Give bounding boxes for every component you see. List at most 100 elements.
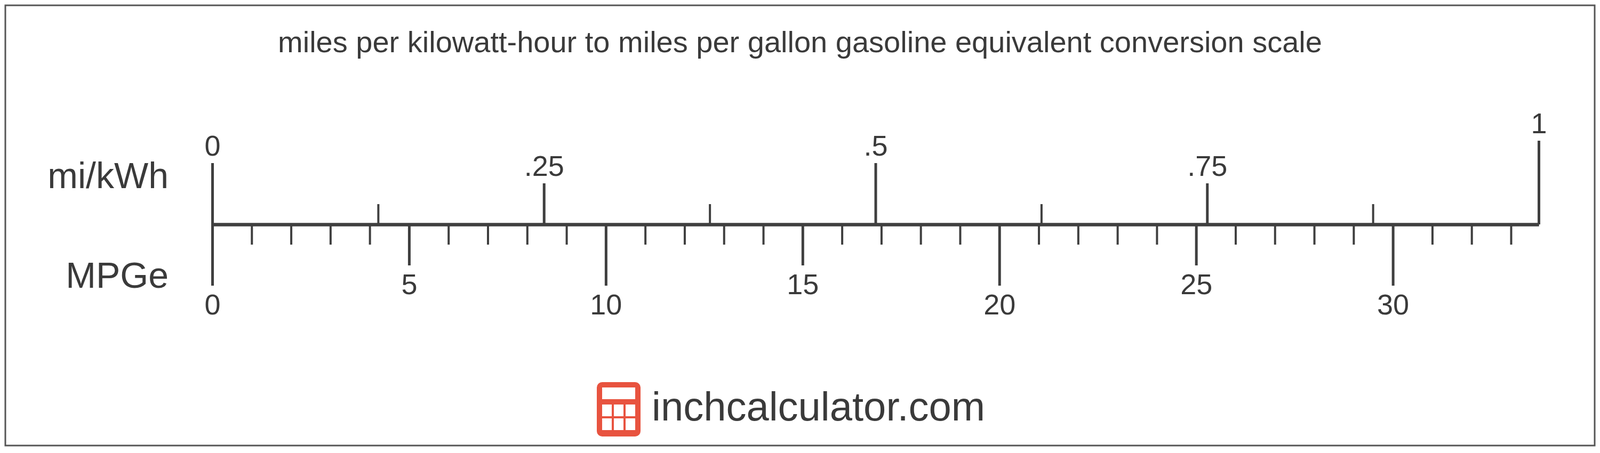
minor-tick [330, 224, 331, 245]
tick: 0 [204, 129, 221, 225]
minor-tick-mark [1509, 224, 1512, 245]
minor-tick-mark [1116, 224, 1119, 245]
tick-label: 30 [1377, 288, 1410, 321]
logo-key [625, 404, 636, 417]
minor-tick [709, 204, 711, 225]
tick-label: 0 [204, 288, 221, 321]
tick: 1 [1530, 107, 1547, 225]
minor-tick-mark [762, 224, 765, 245]
minor-tick-mark [1372, 204, 1375, 225]
minor-tick [1471, 224, 1472, 245]
minor-tick [1510, 224, 1512, 245]
tick-mark [211, 163, 214, 225]
tick-label: 1 [1530, 107, 1547, 140]
minor-tick-mark [1431, 224, 1434, 245]
minor-tick [1156, 224, 1158, 245]
minor-tick [645, 224, 646, 245]
minor-tick-mark [526, 224, 529, 245]
frame [5, 5, 1595, 446]
tick: 30 [1377, 224, 1410, 321]
tick-label: 5 [401, 268, 418, 301]
tick-label: .25 [524, 149, 565, 182]
chart: miles per kilowatt-hour to miles per gal… [0, 0, 1600, 453]
minor-tick [684, 224, 685, 245]
minor-tick [526, 224, 528, 245]
minor-tick-mark [447, 224, 450, 245]
minor-tick-mark [377, 204, 380, 225]
minor-tick-mark [880, 224, 883, 245]
minor-tick-mark [1470, 224, 1474, 245]
minor-tick [1353, 224, 1355, 245]
top-axis: 0 .25 .5 .75 1 [204, 107, 1547, 226]
minor-tick-mark [486, 224, 490, 245]
axis-label: MPGe [65, 254, 169, 296]
tick-mark [542, 183, 546, 225]
minor-tick [1038, 224, 1040, 245]
minor-tick-mark [290, 224, 293, 245]
tick-mark [1205, 183, 1209, 225]
minor-tick [291, 224, 292, 245]
minor-tick [1077, 224, 1079, 245]
minor-tick-mark [1077, 224, 1080, 245]
minor-tick [1432, 224, 1433, 245]
logo-body [596, 382, 641, 437]
minor-tick-mark [958, 224, 962, 245]
tick: 10 [589, 224, 622, 321]
logo-key [602, 404, 612, 417]
axis-line [212, 223, 1540, 227]
tick-label: .75 [1187, 149, 1228, 182]
minor-tick-mark [1313, 224, 1316, 245]
minor-tick [1235, 224, 1236, 245]
minor-tick-mark [708, 204, 711, 225]
minor-tick [960, 224, 961, 245]
axis-line [212, 223, 1540, 227]
logo-key [625, 418, 636, 431]
minor-tick [920, 224, 922, 245]
minor-tick [488, 224, 489, 245]
tick-label: 10 [589, 288, 622, 321]
minor-tick-mark [644, 224, 647, 245]
minor-tick [378, 204, 379, 225]
minor-ticks [251, 224, 1511, 245]
minor-tick-mark [1352, 224, 1355, 245]
axis-label: mi/kWh [47, 155, 169, 196]
minor-tick-mark [683, 224, 686, 245]
minor-tick-mark [329, 224, 332, 245]
minor-tick [1314, 224, 1315, 245]
tick-label: 15 [786, 268, 819, 301]
minor-tick-mark [1037, 224, 1040, 245]
tick-mark [1195, 224, 1198, 266]
tick-mark [874, 163, 878, 225]
minor-tick-mark [1040, 204, 1043, 225]
minor-tick [723, 224, 725, 245]
minor-tick [1274, 224, 1276, 245]
minor-tick-mark [565, 224, 568, 245]
minor-tick [763, 224, 764, 245]
tick-label: .5 [863, 129, 888, 162]
minor-tick-mark [1234, 224, 1237, 245]
minor-tick-mark [1274, 224, 1277, 245]
bottom-axis: 0 5 10 15 20 25 30 [204, 224, 1539, 321]
tick-label: 20 [983, 288, 1016, 321]
tick: 0 [204, 224, 221, 321]
tick: 15 [786, 224, 819, 301]
tick-label: 25 [1180, 268, 1213, 301]
tick-mark [1392, 224, 1395, 286]
minor-tick [1117, 224, 1118, 245]
tick: 5 [401, 224, 418, 301]
tick-mark [211, 224, 214, 286]
title: miles per kilowatt-hour to miles per gal… [277, 25, 1323, 59]
minor-tick-mark [369, 224, 372, 245]
minor-tick [369, 224, 371, 245]
tick: .75 [1187, 149, 1228, 225]
tick: .5 [863, 129, 888, 225]
tick: 20 [983, 224, 1016, 321]
tick-mark [998, 224, 1002, 286]
minor-tick [881, 224, 882, 245]
logo-key [613, 418, 624, 431]
minor-tick [1372, 204, 1374, 225]
logo-key [613, 404, 624, 417]
minor-tick-mark [841, 224, 844, 245]
minor-tick [251, 224, 253, 245]
minor-tick-mark [1155, 224, 1158, 245]
